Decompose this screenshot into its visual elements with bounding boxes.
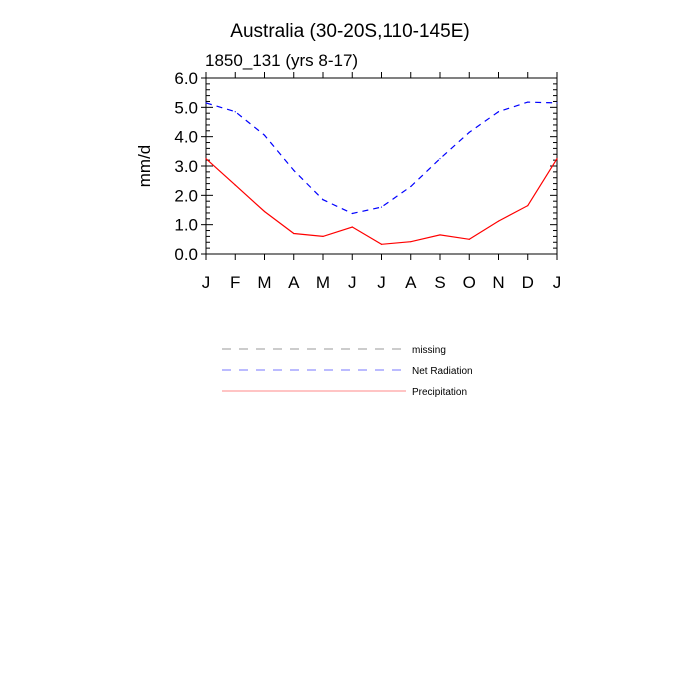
- data-point-precipitation: [293, 232, 295, 235]
- x-tick-label: J: [377, 273, 386, 292]
- plot-frame: [205, 77, 558, 255]
- data-point-precipitation: [527, 205, 529, 207]
- y-tick-label: 4.0: [174, 128, 198, 147]
- y-tick-label: 0.0: [174, 245, 198, 264]
- series-lines: [205, 101, 558, 245]
- x-tick-label: J: [348, 273, 357, 292]
- data-point-precipitation: [380, 243, 383, 245]
- legend-label: Net Radiation: [412, 366, 473, 377]
- legend-label: missing: [412, 345, 446, 356]
- axis-ticks: [201, 72, 558, 260]
- x-tick-label: A: [288, 273, 300, 292]
- data-point-precipitation: [322, 235, 324, 237]
- data-point-net-radiation: [263, 134, 266, 136]
- data-point-net-radiation: [351, 212, 353, 215]
- data-point-precipitation: [439, 234, 441, 236]
- y-tick-label: 5.0: [174, 98, 198, 117]
- y-tick-labels: 0.0 1.0 2.0 3.0 4.0 5.0 6.0: [174, 69, 198, 264]
- x-tick-label: S: [434, 273, 445, 292]
- series-line-net-radiation: [205, 101, 558, 215]
- data-point-precipitation: [234, 184, 236, 186]
- data-point-precipitation: [205, 158, 207, 160]
- chart-subtitle: 1850_131 (yrs 8-17): [205, 51, 358, 70]
- data-point-net-radiation: [380, 206, 383, 208]
- data-point-net-radiation: [205, 102, 207, 104]
- legend-label: Precipitation: [412, 387, 467, 398]
- x-tick-label: D: [522, 273, 534, 292]
- data-point-precipitation: [556, 158, 558, 160]
- data-point-net-radiation: [497, 111, 500, 113]
- x-tick-label: M: [257, 273, 271, 292]
- data-point-precipitation: [410, 241, 412, 243]
- y-tick-label: 6.0: [174, 69, 198, 88]
- data-point-net-radiation: [234, 111, 236, 113]
- data-point-precipitation: [468, 238, 470, 240]
- data-point-net-radiation: [293, 169, 295, 171]
- x-tick-label: O: [463, 273, 476, 292]
- legend: missing Net Radiation Precipitation: [222, 345, 473, 398]
- data-point-precipitation: [263, 210, 266, 213]
- data-point-net-radiation: [322, 199, 324, 201]
- y-axis-label: mm/d: [135, 145, 154, 188]
- x-tick-label: A: [405, 273, 417, 292]
- data-point-net-radiation: [410, 185, 412, 188]
- data-point-net-radiation: [527, 101, 529, 103]
- y-tick-label: 2.0: [174, 186, 198, 205]
- x-tick-label: J: [553, 273, 562, 292]
- x-tick-label: J: [202, 273, 211, 292]
- x-tick-label: N: [492, 273, 504, 292]
- data-point-precipitation: [497, 220, 500, 222]
- series-line-precipitation: [205, 158, 558, 245]
- x-tick-label: F: [230, 273, 240, 292]
- y-tick-label: 1.0: [174, 216, 198, 235]
- data-point-precipitation: [351, 226, 353, 228]
- y-tick-label: 3.0: [174, 157, 198, 176]
- data-point-net-radiation: [468, 131, 470, 133]
- data-point-net-radiation: [439, 158, 441, 160]
- chart-title: Australia (30-20S,110-145E): [230, 21, 469, 42]
- data-point-net-radiation: [556, 102, 558, 104]
- x-tick-label: M: [316, 273, 330, 292]
